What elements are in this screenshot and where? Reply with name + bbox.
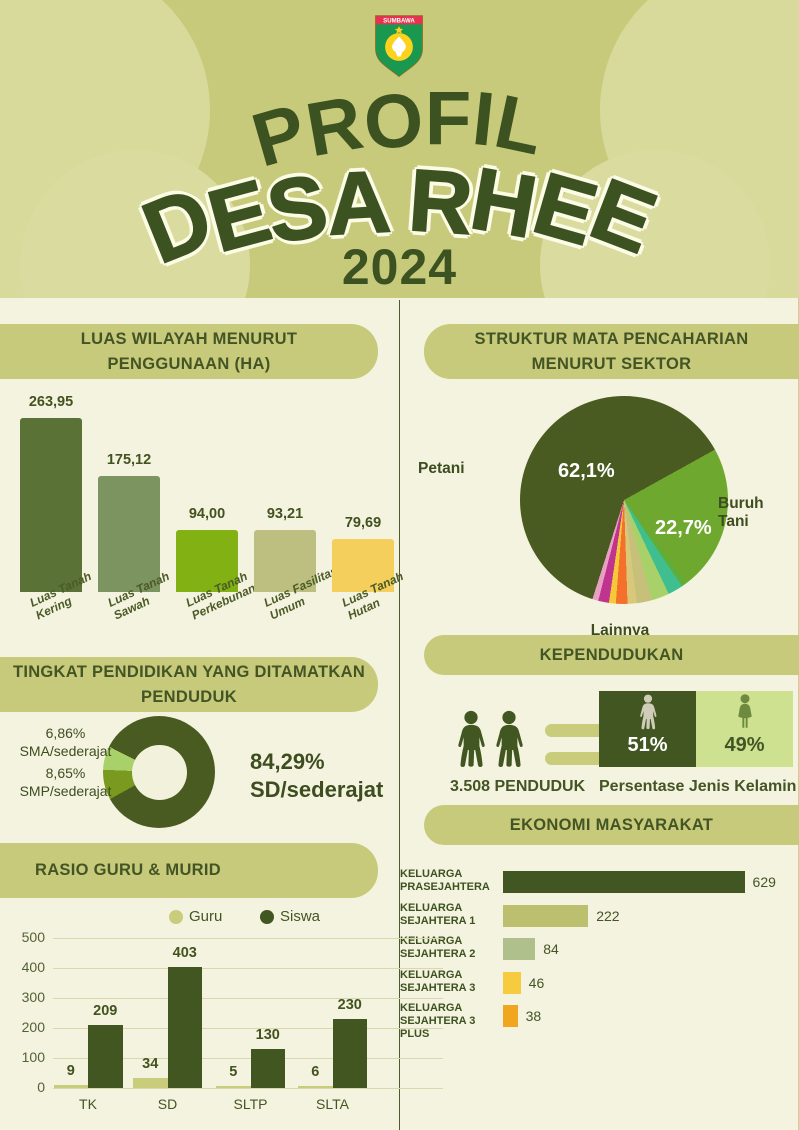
svg-text:SUMBAWA: SUMBAWA (383, 19, 415, 25)
